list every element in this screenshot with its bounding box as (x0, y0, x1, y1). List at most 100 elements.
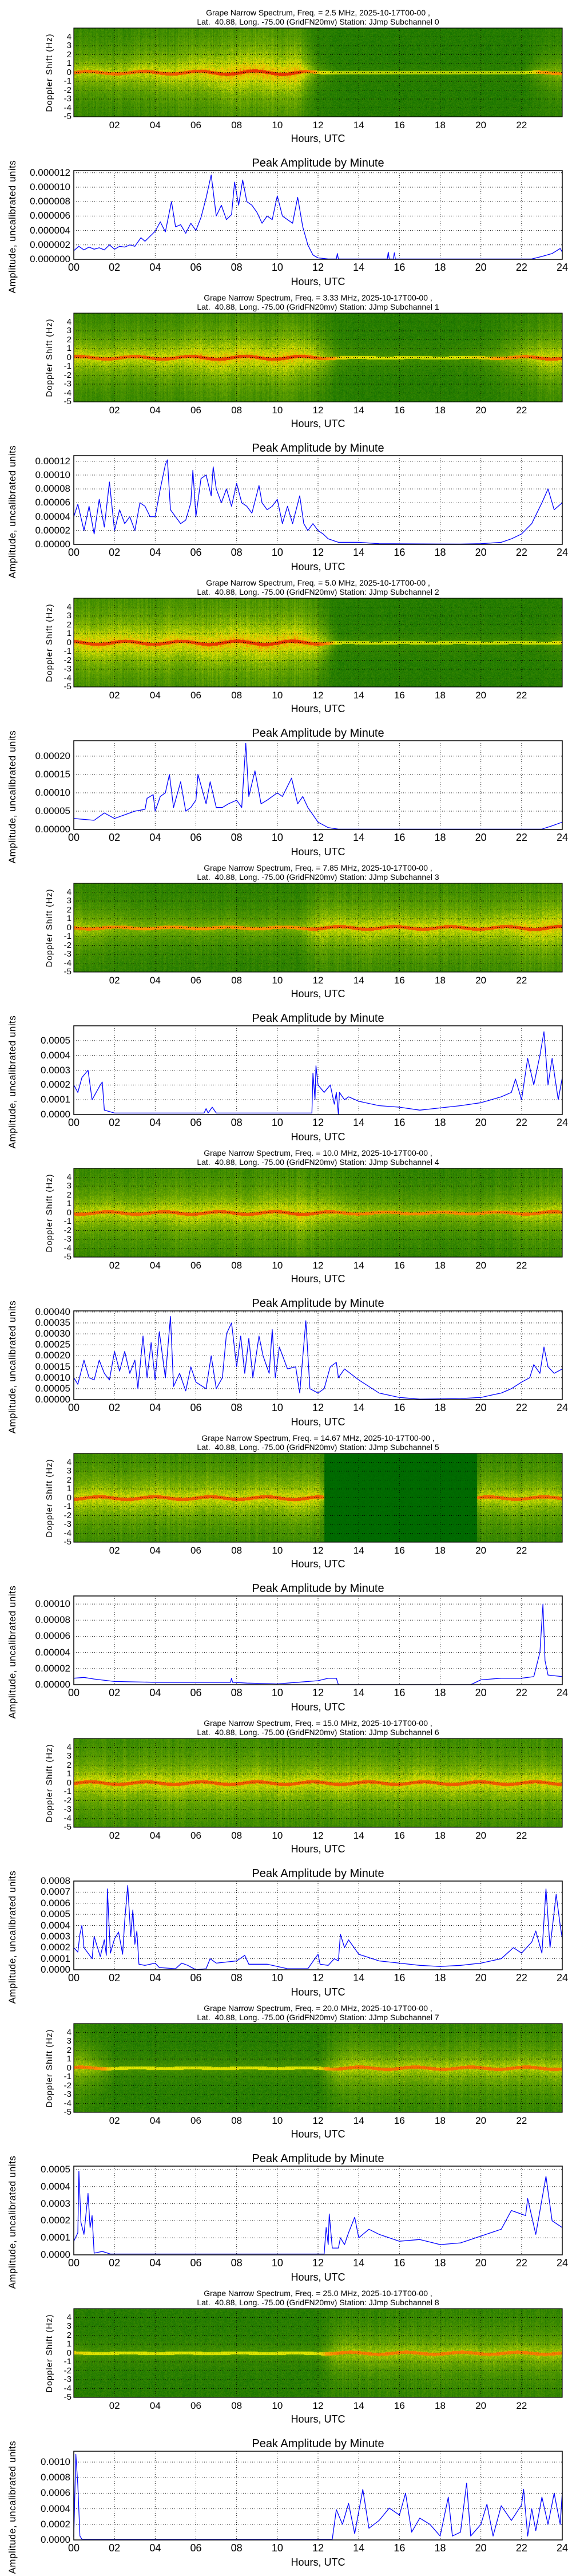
x-tick-label: 12 (312, 2257, 324, 2269)
x-tick-label: 18 (434, 832, 446, 843)
spectrogram-title-line2: Lat. 40.88, Long. -75.00 (GridFN20mv) St… (197, 17, 439, 26)
x-tick-label: 06 (190, 1117, 202, 1128)
x-axis-label: Hours, UTC (291, 1701, 345, 1713)
x-tick-label: 20 (475, 1545, 487, 1556)
x-tick-label: 14 (353, 2542, 365, 2554)
x-tick-label: 20 (475, 2257, 487, 2269)
x-axis-label: Hours, UTC (291, 846, 345, 858)
plot-frame (73, 883, 563, 973)
x-tick-label: 14 (353, 975, 364, 986)
x-tick-label: 06 (190, 2115, 201, 2126)
x-tick-label: 14 (353, 1117, 365, 1128)
amplitude-series-line (73, 1603, 563, 1685)
spectrogram-title-line2: Lat. 40.88, Long. -75.00 (GridFN20mv) St… (197, 1157, 439, 1167)
y-tick-label: 0.00008 (35, 483, 70, 495)
x-axis-label: Hours, UTC (291, 2413, 345, 2425)
x-tick-label: 24 (556, 832, 569, 843)
y-tick-label: -1 (63, 76, 72, 86)
x-tick-label: 04 (149, 1117, 161, 1128)
y-tick-label: 0.00002 (35, 1662, 70, 1674)
x-tick-label: 04 (149, 1972, 161, 1984)
x-tick-label: 16 (394, 1117, 406, 1128)
y-tick-label: 1 (66, 58, 72, 68)
x-tick-label: 22 (516, 405, 527, 416)
x-tick-label: 14 (353, 120, 364, 131)
y-tick-label: -1 (63, 2357, 72, 2366)
x-axis-label: Hours, UTC (291, 561, 345, 572)
y-tick-label: 3 (66, 326, 72, 335)
y-tick-label: 0 (66, 1207, 72, 1218)
y-tick-label: -5 (63, 1537, 72, 1547)
y-tick-label: 0 (66, 2348, 72, 2358)
x-tick-label: 10 (272, 120, 283, 131)
y-tick-label: 0.0004 (41, 2503, 70, 2514)
y-tick-label: 4 (66, 1172, 72, 1182)
x-tick-label: 14 (353, 1402, 365, 1413)
x-tick-label: 16 (394, 1972, 406, 1984)
x-tick-label: 04 (149, 2115, 161, 2126)
y-tick-label: 0.0006 (41, 1897, 70, 1909)
x-tick-label: 14 (353, 262, 365, 273)
x-tick-label: 18 (434, 1687, 446, 1698)
x-tick-label: 02 (109, 690, 120, 701)
y-tick-label: 2 (66, 1190, 72, 1200)
x-tick-label: 12 (312, 405, 324, 416)
x-tick-label: 04 (149, 1830, 161, 1841)
x-tick-label: 08 (231, 2400, 243, 2411)
y-tick-label: 0.0008 (41, 2472, 70, 2483)
x-tick-label: 06 (190, 1830, 201, 1841)
y-tick-label: -3 (63, 94, 72, 104)
x-tick-label: 04 (149, 405, 161, 416)
y-tick-label: 0.00005 (35, 805, 70, 816)
y-tick-label: -3 (63, 1804, 72, 1814)
y-tick-label: -4 (63, 1243, 72, 1253)
channel-panel: Grape Narrow Spectrum, Freq. = 3.33 MHz,… (0, 285, 572, 578)
spectrogram-title-line2: Lat. 40.88, Long. -75.00 (GridFN20mv) St… (197, 872, 439, 882)
plot-frame (73, 313, 563, 402)
y-tick-label: -1 (63, 931, 72, 941)
y-tick-label: -1 (63, 646, 72, 656)
y-tick-label: -5 (63, 2392, 72, 2402)
x-tick-label: 20 (475, 690, 487, 701)
y-tick-label: -5 (63, 1822, 72, 1832)
x-tick-label: 18 (434, 1402, 446, 1413)
x-tick-label: 24 (556, 2542, 569, 2554)
y-tick-label: 3 (66, 2036, 72, 2046)
y-tick-label: 1 (66, 2339, 72, 2349)
amplitude-chart-title: Peak Amplitude by Minute (252, 1012, 384, 1025)
spectrogram-image (74, 28, 562, 117)
x-tick-label: 14 (353, 1830, 364, 1841)
y-tick-label: 0.0002 (41, 1942, 70, 1953)
amplitude-series-line (73, 2453, 563, 2540)
x-tick-label: 04 (149, 975, 161, 986)
spectrogram-title-line1: Grape Narrow Spectrum, Freq. = 2.5 MHz, … (206, 8, 430, 17)
x-axis-label: Hours, UTC (291, 703, 345, 714)
channel-panel: Grape Narrow Spectrum, Freq. = 14.67 MHz… (0, 1425, 572, 1718)
x-tick-label: 06 (190, 690, 201, 701)
channel-panel: Grape Narrow Spectrum, Freq. = 10.0 MHz,… (0, 1140, 572, 1433)
x-axis-label: Hours, UTC (291, 2557, 345, 2568)
spectrogram-title-line2: Lat. 40.88, Long. -75.00 (GridFN20mv) St… (197, 587, 439, 596)
x-tick-label: 06 (190, 1402, 202, 1413)
y-tick-label: 0.00010 (35, 1372, 70, 1383)
spectrogram-image (74, 883, 562, 972)
spectrogram-grid (73, 598, 563, 688)
y-tick-label: 0.00006 (35, 1630, 70, 1642)
amplitude-plot (73, 1880, 563, 1970)
x-tick-label: 24 (556, 2257, 569, 2269)
x-tick-label: 08 (231, 120, 243, 131)
x-tick-label: 02 (109, 1830, 120, 1841)
x-tick-label: 22 (516, 975, 527, 986)
y-tick-label: 2 (66, 619, 72, 630)
x-tick-label: 20 (475, 547, 487, 558)
amplitude-chart-title: Peak Amplitude by Minute (252, 1867, 384, 1880)
amplitude-plot (73, 1310, 563, 1400)
spectrogram-image (74, 1453, 562, 1542)
channel-panel: Grape Narrow Spectrum, Freq. = 2.5 MHz, … (0, 0, 572, 293)
x-tick-label: 10 (272, 1260, 283, 1271)
y-tick-label: 0.0002 (41, 2518, 70, 2530)
x-tick-label: 06 (190, 2257, 202, 2269)
x-tick-label: 10 (271, 1687, 283, 1698)
y-tick-label: 0.00006 (35, 497, 70, 508)
x-tick-label: 18 (434, 547, 446, 558)
